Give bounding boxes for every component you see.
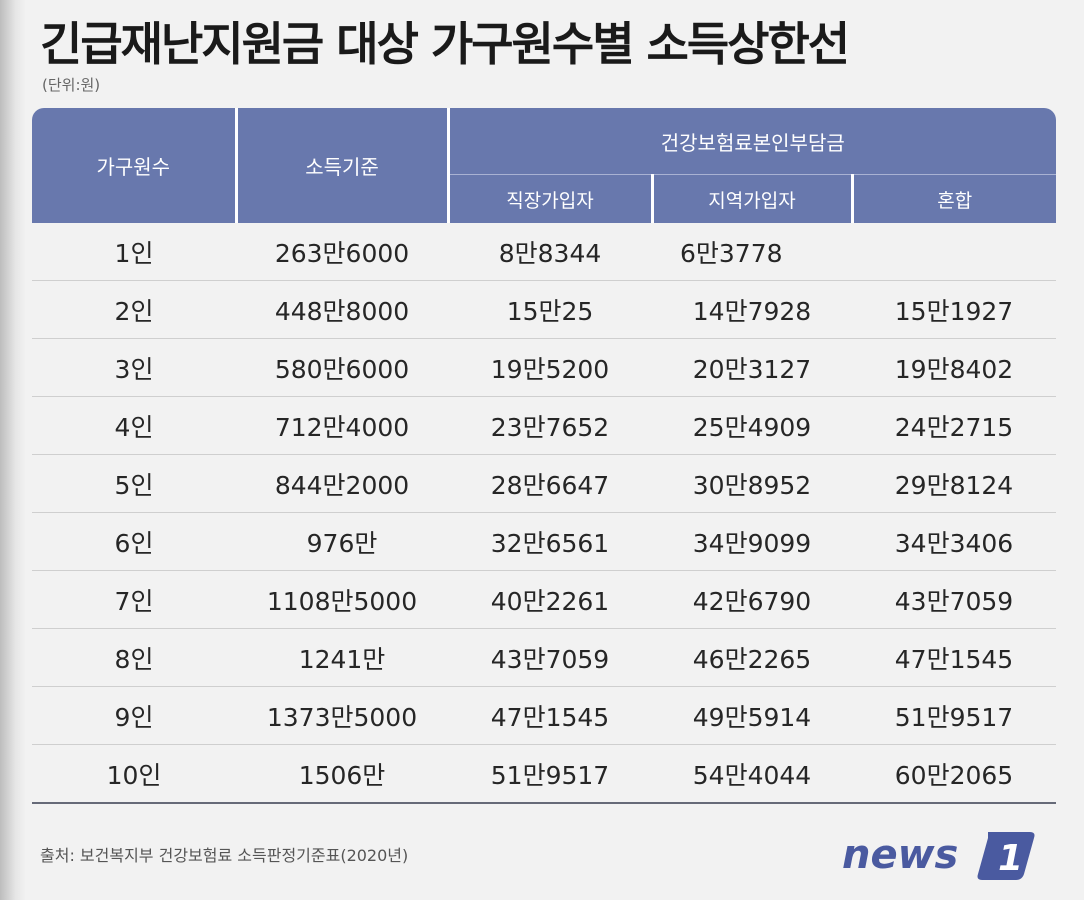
unit-label: (단위:원) [42,76,101,94]
page-title: 긴급재난지원금 대상 가구원수별 소득상한선 [40,17,850,71]
cell-income-standard: 263만6000 [236,223,448,281]
cell-regional: 30만8952 [652,454,852,513]
cell-income-standard: 1506만 [236,744,448,804]
cell-income-standard: 448만8000 [236,280,448,339]
cell-household-size: 2인 [32,280,236,339]
cell-mixed: 19만8402 [852,338,1057,397]
cell-employee: 15만25 [448,280,652,339]
cell-employee: 32만6561 [448,512,652,571]
cell-household-size: 10인 [32,744,236,804]
logo-wordmark: news [842,832,958,878]
table-row: 6인 976만 32만6561 34만9099 34만3406 [32,512,1057,571]
cell-mixed: 29만8124 [852,454,1057,513]
cell-employee: 28만6647 [448,454,652,513]
cell-employee: 19만5200 [448,338,652,397]
source-note: 출처: 보건복지부 건강보험료 소득판정기준표(2020년) [40,846,409,865]
cell-regional: 46만2265 [652,628,852,687]
cell-income-standard: 580만6000 [236,338,448,397]
cell-mixed: 43만7059 [852,570,1057,629]
cell-regional: 6만3778 [652,223,852,281]
cell-income-standard: 844만2000 [236,454,448,513]
cell-income-standard: 976만 [236,512,448,571]
header-income-standard: 소득기준 [234,108,448,223]
page-edge-shadow [0,0,26,900]
cell-employee: 40만2261 [448,570,652,629]
cell-household-size: 8인 [32,628,236,687]
cell-mixed: 24만2715 [852,396,1057,455]
cell-household-size: 9인 [32,686,236,745]
news1-logo: news 1 [842,832,1035,880]
cell-mixed: 51만9517 [852,686,1057,745]
cell-regional: 20만3127 [652,338,852,397]
infographic: 긴급재난지원금 대상 가구원수별 소득상한선 (단위:원) 가구원수 소득기준 … [26,0,1084,900]
cell-regional: 34만9099 [652,512,852,571]
cell-income-standard: 1373만5000 [236,686,448,745]
cell-mixed: 34만3406 [852,512,1057,571]
cell-employee: 23만7652 [448,396,652,455]
cell-employee: 43만7059 [448,628,652,687]
income-threshold-table: 가구원수 소득기준 건강보험료본인부담금 직장가입자 지역가입자 혼합 1인 2… [32,108,1057,804]
header-regional-subscriber: 지역가입자 [650,174,852,223]
cell-employee: 47만1545 [448,686,652,745]
cell-mixed [852,223,1057,281]
cell-household-size: 6인 [32,512,236,571]
logo-badge-number: 1 [998,838,1023,879]
cell-household-size: 3인 [32,338,236,397]
cell-regional: 54만4044 [652,744,852,804]
cell-mixed: 15만1927 [852,280,1057,339]
cell-income-standard: 1241만 [236,628,448,687]
cell-mixed: 60만2065 [852,744,1057,804]
table-row: 10인 1506만 51만9517 54만4044 60만2065 [32,744,1057,804]
table-row: 1인 263만6000 8만8344 6만3778 [32,223,1057,281]
cell-household-size: 5인 [32,454,236,513]
cell-regional: 14만7928 [652,280,852,339]
cell-income-standard: 712만4000 [236,396,448,455]
cell-employee: 8만8344 [448,223,652,281]
table-row: 3인 580만6000 19만5200 20만3127 19만8402 [32,338,1057,397]
logo-badge-shape [977,832,1035,880]
cell-mixed: 47만1545 [852,628,1057,687]
cell-regional: 25만4909 [652,396,852,455]
cell-regional: 42만6790 [652,570,852,629]
table-row: 2인 448만8000 15만25 14만7928 15만1927 [32,280,1057,339]
header-employee-subscriber: 직장가입자 [446,174,652,223]
cell-employee: 51만9517 [448,744,652,804]
cell-household-size: 7인 [32,570,236,629]
header-insurance-group: 건강보험료본인부담금 [446,108,1057,175]
cell-household-size: 4인 [32,396,236,455]
cell-regional: 49만5914 [652,686,852,745]
table-row: 7인 1108만5000 40만2261 42만6790 43만7059 [32,570,1057,629]
table-row: 9인 1373만5000 47만1545 49만5914 51만9517 [32,686,1057,745]
table-row: 8인 1241만 43만7059 46만2265 47만1545 [32,628,1057,687]
header-household-size: 가구원수 [32,108,236,223]
table-row: 5인 844만2000 28만6647 30만8952 29만8124 [32,454,1057,513]
cell-household-size: 1인 [32,223,236,281]
cell-income-standard: 1108만5000 [236,570,448,629]
header-mixed: 혼합 [850,174,1057,223]
table-row: 4인 712만4000 23만7652 25만4909 24만2715 [32,396,1057,455]
